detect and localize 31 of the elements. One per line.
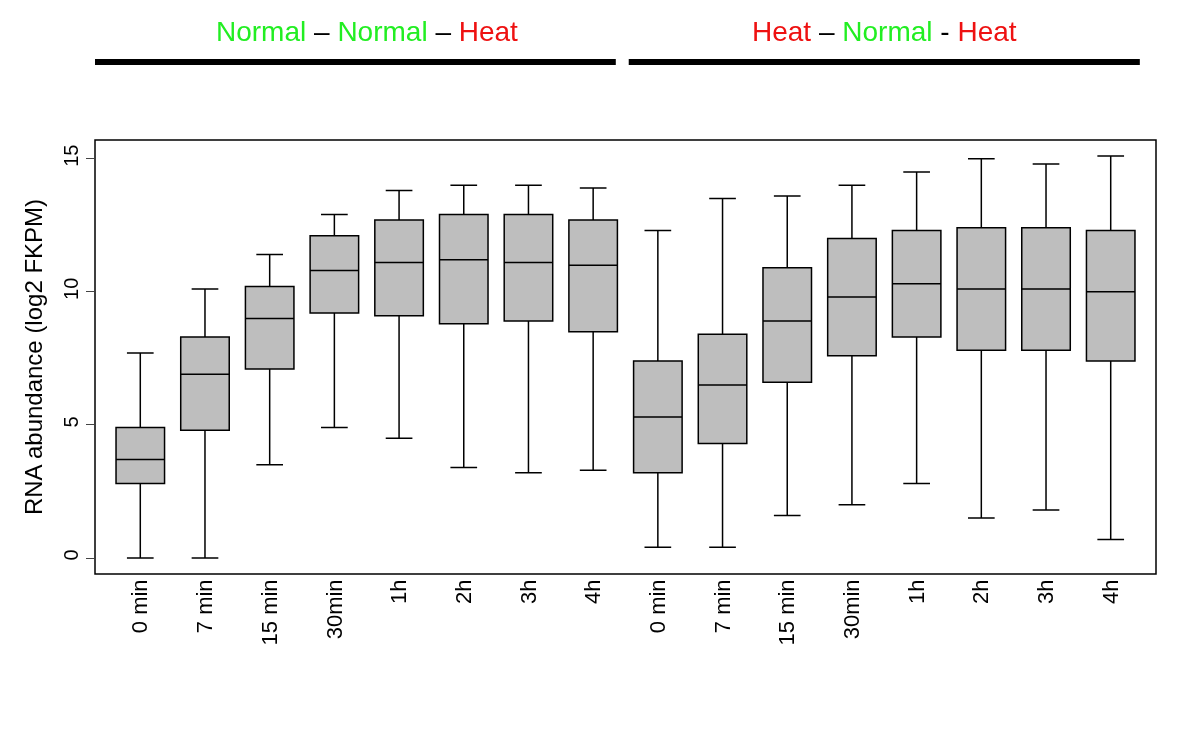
x-tick-label: 4h xyxy=(1097,579,1123,604)
text: Normal xyxy=(337,16,428,47)
x-tick-label: 1h xyxy=(903,579,929,604)
text: – xyxy=(314,16,331,47)
x-tick-label: 15 min xyxy=(774,579,800,646)
text: – xyxy=(818,16,835,47)
text: – xyxy=(435,16,452,47)
text: - xyxy=(940,16,950,47)
text: Heat xyxy=(752,16,812,47)
x-tick-label: 1h xyxy=(386,579,412,604)
y-tick-label: 0 xyxy=(60,549,82,561)
y-tick-label: 5 xyxy=(60,416,82,428)
x-tick-label: 7 min xyxy=(709,579,735,634)
x-tick-label: 3h xyxy=(1033,579,1059,604)
x-tick-label: 4h xyxy=(580,579,606,604)
x-tick-label: 0 min xyxy=(645,579,670,634)
x-tick-label: 7 min xyxy=(192,579,218,634)
x-tick-label: 30min xyxy=(839,579,865,640)
x-tick-label: 2h xyxy=(450,579,476,604)
text: Heat xyxy=(957,16,1017,47)
x-tick-label: 2h xyxy=(968,579,994,604)
y-axis-title: RNA abundance (log2 FKPM) xyxy=(20,198,48,516)
x-tick-label: 30min xyxy=(321,579,347,640)
y-tick-label: 10 xyxy=(60,277,82,300)
x-tick-label: 15 min xyxy=(256,579,282,646)
text: Heat xyxy=(458,16,519,47)
y-tick-label: 15 xyxy=(60,144,82,167)
text: Normal xyxy=(842,16,933,47)
text: Normal xyxy=(216,16,307,47)
x-tick-label: 3h xyxy=(515,579,541,604)
x-tick-label: 0 min xyxy=(127,579,153,634)
